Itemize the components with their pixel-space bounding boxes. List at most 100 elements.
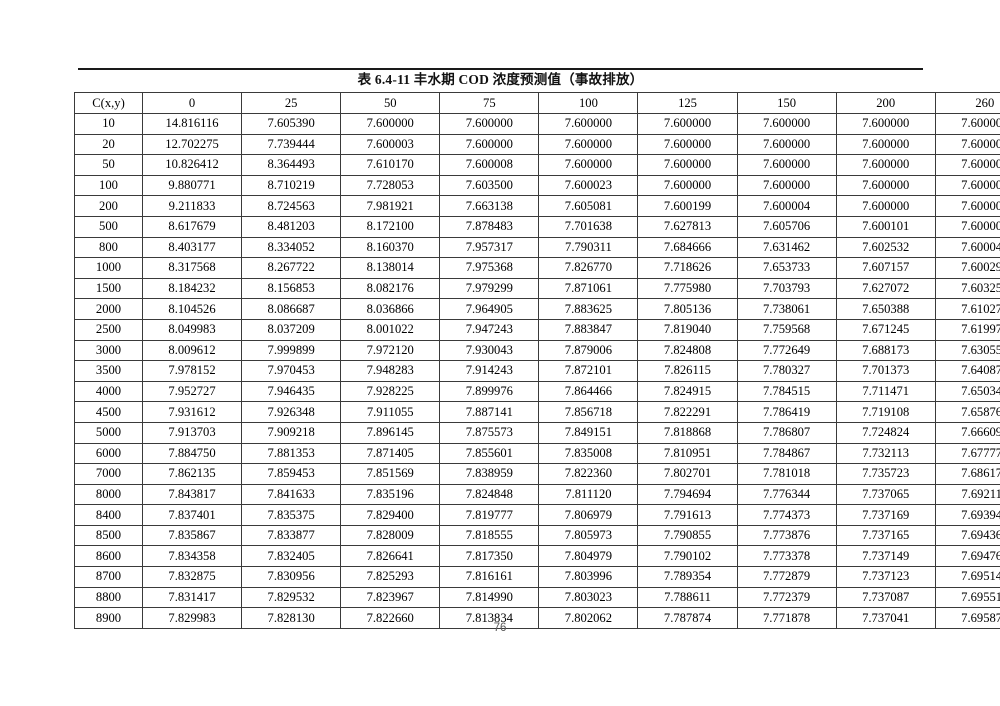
- column-header-50: 50: [340, 92, 441, 114]
- table-cell: 7.835867: [141, 524, 243, 547]
- row-label-3500: 3500: [74, 360, 143, 382]
- table-row: 8500 7.835867 7.833877 7.828009 7.818555 7.80…: [74, 524, 1000, 547]
- table-row: 3000 8.009612 7.999899 7.972120 7.930043 7.87…: [74, 339, 1000, 362]
- table-cell: 7.835008: [538, 442, 639, 465]
- table-cell: 7.600000: [538, 133, 639, 156]
- table-cell: 7.970453: [241, 360, 342, 382]
- table-cell: 7.607157: [835, 257, 936, 279]
- table-cell: 7.835196: [340, 483, 441, 506]
- table-cell: 7.737165: [835, 524, 936, 547]
- table-cell: 7.600048: [934, 236, 1000, 259]
- table-cell: 7.695519: [934, 586, 1000, 609]
- table-cell: 7.602532: [835, 236, 936, 259]
- column-header-25: 25: [241, 92, 342, 114]
- table-cell: 7.605390: [241, 113, 342, 135]
- table-cell: 7.975368: [439, 257, 540, 279]
- table-cell: 7.948283: [340, 360, 441, 382]
- row-label-100: 100: [74, 174, 143, 197]
- table-cell: 7.784515: [736, 380, 837, 403]
- table-cell: 7.841633: [241, 483, 342, 506]
- table-cell: 7.600000: [835, 133, 936, 156]
- row-label-8400: 8400: [74, 504, 143, 526]
- table-cell: 7.711471: [835, 380, 936, 403]
- table-cell: 7.686179: [934, 463, 1000, 485]
- table-cell: 7.828009: [340, 524, 441, 547]
- table-cell: 7.735723: [835, 463, 936, 485]
- table-row: 10 14.816116 7.605390 7.600000 7.600000 7.600…: [74, 113, 1000, 135]
- table-cell: 7.926348: [241, 401, 342, 423]
- table-cell: 8.104526: [141, 298, 243, 320]
- table-cell: 7.810951: [637, 442, 738, 465]
- table-cell: 7.819040: [637, 318, 738, 341]
- table-cell: 7.794694: [637, 483, 738, 506]
- table-cell: 7.600000: [736, 174, 837, 197]
- table-cell: 8.036866: [340, 298, 441, 320]
- table-cell: 7.724824: [835, 421, 936, 444]
- table-cell: 7.772379: [736, 586, 837, 609]
- table-cell: 7.671245: [835, 318, 936, 341]
- table-row: 2000 8.104526 8.086687 8.036866 7.964905 7.88…: [74, 298, 1000, 320]
- table-cell: 7.804979: [538, 545, 639, 568]
- row-label-4000: 4000: [74, 380, 143, 403]
- row-label-20: 20: [74, 133, 143, 156]
- table-cell: 7.838959: [439, 463, 540, 485]
- table-cell: 7.871405: [340, 442, 441, 465]
- column-header-260: 260: [934, 92, 1000, 114]
- table-cell: 7.830956: [241, 566, 342, 588]
- table-cell: 7.832875: [141, 566, 243, 588]
- header-rule: [78, 68, 923, 70]
- table-cell: 7.829532: [241, 586, 342, 609]
- table-cell: 7.802062: [538, 607, 639, 629]
- table-row: 20 12.702275 7.739444 7.600003 7.600000 7.600…: [74, 133, 1000, 156]
- table-cell: 7.701373: [835, 360, 936, 382]
- table-cell: 7.603500: [439, 174, 540, 197]
- table-cell: 7.825293: [340, 566, 441, 588]
- table-cell: 7.600000: [934, 215, 1000, 238]
- row-label-800: 800: [74, 236, 143, 259]
- table-cell: 7.772649: [736, 339, 837, 362]
- table-cell: 7.600008: [439, 154, 540, 176]
- table-cell: 7.600000: [340, 113, 441, 135]
- table-cell: 7.600004: [736, 195, 837, 217]
- table-cell: 10.826412: [141, 154, 243, 176]
- table-cell: 7.822660: [340, 607, 441, 629]
- table-cell: 7.871061: [538, 277, 639, 300]
- table-cell: 7.822291: [637, 401, 738, 423]
- table-row: 3500 7.978152 7.970453 7.948283 7.914243 7.87…: [74, 360, 1000, 382]
- cod-concentration-table: C(x,y) 0 25 50 75 100 125 150 200 260 10 14.816116…: [74, 92, 1000, 629]
- table-cell: 7.834358: [141, 545, 243, 568]
- table-cell: 7.658763: [934, 401, 1000, 423]
- table-cell: 7.828130: [241, 607, 342, 629]
- table-cell: 7.831417: [141, 586, 243, 609]
- row-label-200: 200: [74, 195, 143, 217]
- table-cell: 7.826641: [340, 545, 441, 568]
- table-cell: 7.911055: [340, 401, 441, 423]
- table-cell: 8.184232: [141, 277, 243, 300]
- table-cell: 7.737087: [835, 586, 936, 609]
- table-cell: 8.009612: [141, 339, 243, 362]
- table-cell: 7.631462: [736, 236, 837, 259]
- table-cell: 7.972120: [340, 339, 441, 362]
- table-cell: 7.818868: [637, 421, 738, 444]
- table-cell: 7.627813: [637, 215, 738, 238]
- table-cell: 7.694363: [934, 524, 1000, 547]
- table-cell: 7.824848: [439, 483, 540, 506]
- table-cell: 7.605081: [538, 195, 639, 217]
- column-header-150: 150: [736, 92, 837, 114]
- table-cell: 7.600000: [538, 154, 639, 176]
- table-cell: 7.600000: [736, 154, 837, 176]
- row-label-4500: 4500: [74, 401, 143, 423]
- table-cell: 7.600000: [439, 113, 540, 135]
- table-cell: 7.883625: [538, 298, 639, 320]
- table-cell: 7.928225: [340, 380, 441, 403]
- table-cell: 7.600000: [934, 174, 1000, 197]
- table-row: 7000 7.862135 7.859453 7.851569 7.838959 7.82…: [74, 463, 1000, 485]
- table-cell: 9.880771: [141, 174, 243, 197]
- table-cell: 7.737123: [835, 566, 936, 588]
- table-cell: 7.856718: [538, 401, 639, 423]
- table-cell: 7.703793: [736, 277, 837, 300]
- table-cell: 7.930043: [439, 339, 540, 362]
- table-cell: 7.600000: [835, 195, 936, 217]
- row-label-8900: 8900: [74, 607, 143, 629]
